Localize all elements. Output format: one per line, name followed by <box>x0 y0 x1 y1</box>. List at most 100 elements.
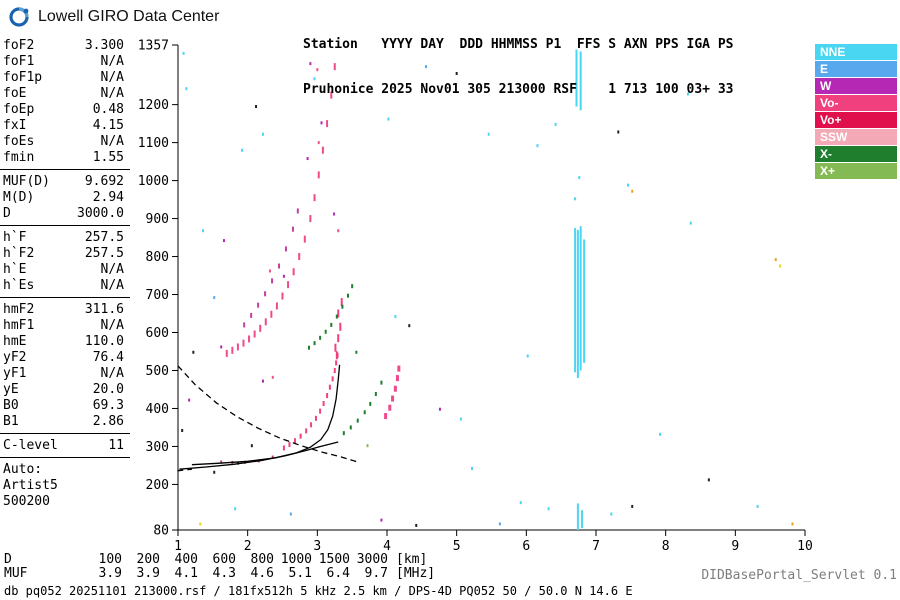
row-value: 1500 <box>318 552 350 567</box>
svg-text:6: 6 <box>522 539 530 552</box>
param-value: 69.3 <box>92 398 124 413</box>
svg-text:1000: 1000 <box>138 174 169 189</box>
param-label: MUF(D) <box>3 174 50 189</box>
series-spread-f-cusp <box>334 298 343 360</box>
param-label: foF1 <box>3 54 35 69</box>
svg-text:5: 5 <box>453 539 461 552</box>
param-row-h`F2: h`F2 257.5 <box>0 246 130 262</box>
param-value: 0.48 <box>92 102 124 117</box>
param-row-yF1: yF1 N/A <box>0 366 130 382</box>
param-label: fxI <box>3 118 27 133</box>
param-label: foEs <box>3 134 35 149</box>
param-label: h`F <box>3 230 27 245</box>
param-row-foF1p: foF1p N/A <box>0 70 130 86</box>
svg-text:4: 4 <box>383 539 391 552</box>
svg-text:200: 200 <box>146 478 169 493</box>
param-row-foEs: foEs N/A <box>0 134 130 150</box>
svg-text:8: 8 <box>662 539 670 552</box>
param-label: fmin <box>3 150 35 165</box>
param-label: hmF2 <box>3 302 35 317</box>
svg-text:3: 3 <box>313 539 321 552</box>
row-value: 200 <box>136 552 160 567</box>
param-group-4: C-level 11 <box>0 438 130 458</box>
svg-text:1100: 1100 <box>138 136 169 151</box>
series-x-mode-second-hop <box>307 284 354 350</box>
legend-item-Vo+: Vo+ <box>815 112 897 128</box>
plot-axes <box>172 44 806 536</box>
param-label: M(D) <box>3 190 35 205</box>
param-panel: foF2 3.300 foF1 N/A foF1p N/A foE N/A foEp 0.48 fx… <box>0 38 130 517</box>
param-group-5: Auto: Artist5 500200 <box>0 462 130 513</box>
svg-text:2: 2 <box>244 539 252 552</box>
param-label: h`F2 <box>3 246 35 261</box>
param-row-h`F: h`F 257.5 <box>0 230 130 246</box>
legend-item-W: W <box>815 78 897 94</box>
row-value: 4.6 <box>250 566 274 581</box>
param-row-D: D 3000.0 <box>0 206 130 222</box>
legend-item-NNE: NNE <box>815 44 897 60</box>
param-row-foF1: foF1 N/A <box>0 54 130 70</box>
param-value: N/A <box>100 70 124 85</box>
param-value: 9.692 <box>84 174 124 189</box>
svg-text:900: 900 <box>146 212 169 227</box>
row-value: 4.3 <box>212 566 236 581</box>
param-row-h`E: h`E N/A <box>0 262 130 278</box>
curve-artist-trace-fit <box>191 364 341 466</box>
param-text-line: 500200 <box>3 494 50 509</box>
param-value: N/A <box>100 262 124 277</box>
header-brand: Lowell GIRO Data Center <box>8 6 219 28</box>
row-unit: [MHz] <box>396 566 436 581</box>
param-value: 4.15 <box>92 118 124 133</box>
servlet-version-label: DIDBasePortal_Servlet 0.1 <box>701 568 897 583</box>
param-row-B0: B0 69.3 <box>0 398 130 414</box>
param-label: h`E <box>3 262 27 277</box>
row-unit: [km] <box>396 552 428 567</box>
noise-speckles <box>181 51 794 527</box>
param-value: 257.5 <box>84 230 124 245</box>
param-value: 110.0 <box>84 334 124 349</box>
legend-item-Vo-: Vo- <box>815 95 897 111</box>
axis-labels: 1357120011001000900800700600500400300200… <box>138 39 813 553</box>
series-x-mode-first-hop <box>342 380 383 436</box>
svg-text:7: 7 <box>592 539 600 552</box>
row-value: 3.9 <box>98 566 122 581</box>
muf-row: MUF 3.9 3.9 4.1 4.3 4.6 5.1 6.4 9.7 [MHz] <box>4 567 435 581</box>
param-value: 1.55 <box>92 150 124 165</box>
svg-text:600: 600 <box>146 326 169 341</box>
param-row-hmE: hmE 110.0 <box>0 334 130 350</box>
row-value: 3.9 <box>136 566 160 581</box>
row-label: D <box>4 552 12 567</box>
legend-item-E: E <box>815 61 897 77</box>
legend-item-X-: X- <box>815 146 897 162</box>
param-value: 257.5 <box>84 246 124 261</box>
param-row-fxI: fxI 4.15 <box>0 118 130 134</box>
param-value: 2.86 <box>92 414 124 429</box>
param-text-line: Auto: <box>3 462 43 477</box>
station-header: Station YYYY DAY DDD HHMMSS P1 FFS S AXN… <box>303 7 733 112</box>
param-group-1: MUF(D) 9.692 M(D) 2.94 D 3000.0 <box>0 174 130 226</box>
svg-text:400: 400 <box>146 402 169 417</box>
param-value: 3000.0 <box>77 206 124 221</box>
param-row-foF2: foF2 3.300 <box>0 38 130 54</box>
param-value: N/A <box>100 366 124 381</box>
legend-item-X+: X+ <box>815 163 897 179</box>
row-value: 6.4 <box>326 566 350 581</box>
param-label: yF1 <box>3 366 27 381</box>
svg-text:1: 1 <box>174 539 182 552</box>
param-value: 2.94 <box>92 190 124 205</box>
param-row-foE: foE N/A <box>0 86 130 102</box>
svg-text:80: 80 <box>153 524 169 539</box>
param-value: 311.6 <box>84 302 124 317</box>
param-label: yE <box>3 382 19 397</box>
param-row-yE: yE 20.0 <box>0 382 130 398</box>
row-value: 400 <box>174 552 198 567</box>
row-value: 4.1 <box>174 566 198 581</box>
station-header-columns: Station YYYY DAY DDD HHMMSS P1 FFS S AXN… <box>303 37 734 52</box>
muf-table: D 100 200 400 600 800 1000 1500 3000 [km] MUF 3.9 3… <box>4 553 435 581</box>
param-value: 11 <box>108 438 124 453</box>
row-value: 1000 <box>280 552 312 567</box>
echo-legend: NNE E W Vo- Vo+ SSW X- X+ <box>815 44 897 180</box>
series-spread-f-arc <box>243 208 299 328</box>
svg-text:300: 300 <box>146 440 169 455</box>
param-label: h`Es <box>3 278 35 293</box>
